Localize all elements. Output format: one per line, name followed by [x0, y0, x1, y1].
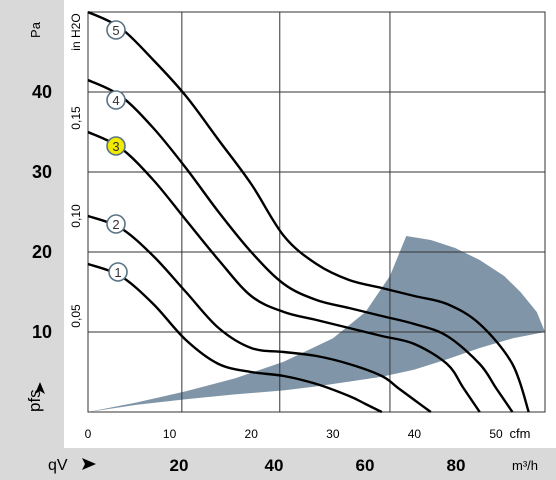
curve-3 [87, 130, 481, 413]
curves-layer [87, 10, 530, 414]
curve-marker-2 [106, 214, 126, 234]
y-axis-symbol-label: pfs [25, 389, 44, 412]
curve-marker-4 [106, 90, 126, 110]
y-tick-label: 30 [32, 162, 52, 182]
grid-layer [88, 12, 545, 412]
y-secondary-tick-label: 0,15 [69, 106, 83, 130]
y-tick-label: 10 [32, 322, 52, 342]
y-axis-unit-label: Pa [28, 21, 43, 38]
curve-marker-label-1: 1 [114, 265, 121, 280]
curve-4 [87, 78, 514, 413]
y-secondary-tick-label: 0,05 [69, 304, 83, 328]
x-tick-label: 0 [85, 427, 92, 441]
operating-region [88, 236, 545, 412]
y-secondary-tick-label: 0,10 [69, 204, 83, 228]
curve-marker-3 [106, 136, 126, 156]
x-secondary-tick-label: 60 [356, 456, 375, 475]
operating-region-layer [88, 236, 545, 412]
curve-marker-label-5: 5 [112, 23, 119, 38]
y-axis-symbol: pfs [25, 389, 44, 412]
curve-2 [87, 214, 432, 413]
x-secondary-tick-label: 40 [265, 456, 284, 475]
curve-5 [87, 10, 530, 413]
y-tick-label: 40 [32, 82, 52, 102]
curve-marker-5 [106, 20, 126, 40]
tick-labels-layer: 0 10 20 30 40 50 20 40 60 80 10 20 30 40 0,05 0,10 0,15 [32, 82, 503, 475]
curve-marker-label-4: 4 [112, 93, 119, 108]
x-axis-unit-label: cfm [510, 426, 531, 441]
x-axis-secondary-unit: m³/h [512, 458, 538, 473]
x-axis-secondary-symbol: qV [48, 457, 68, 474]
x-tick-label: 30 [326, 427, 340, 441]
x-secondary-tick-label: 20 [170, 456, 189, 475]
y-axis-panel [0, 0, 64, 448]
curve-marker-label-2: 2 [112, 217, 119, 232]
x-secondary-tick-label: 80 [447, 456, 466, 475]
curve-1 [87, 262, 383, 414]
x-tick-label: 40 [408, 427, 422, 441]
arrow-right-icon [82, 458, 96, 470]
y-axis-secondary-unit-label: in H2O [69, 13, 83, 50]
x-tick-label: 20 [245, 427, 259, 441]
x-tick-label: 10 [163, 427, 177, 441]
arrow-up-icon [35, 382, 45, 394]
curve-markers-layer: 1 2 3 4 5 [106, 20, 128, 282]
curve-marker-1 [108, 262, 128, 282]
x-tick-label: 50 [489, 427, 503, 441]
y-tick-label: 20 [32, 242, 52, 262]
curve-marker-label-3: 3 [112, 139, 119, 154]
